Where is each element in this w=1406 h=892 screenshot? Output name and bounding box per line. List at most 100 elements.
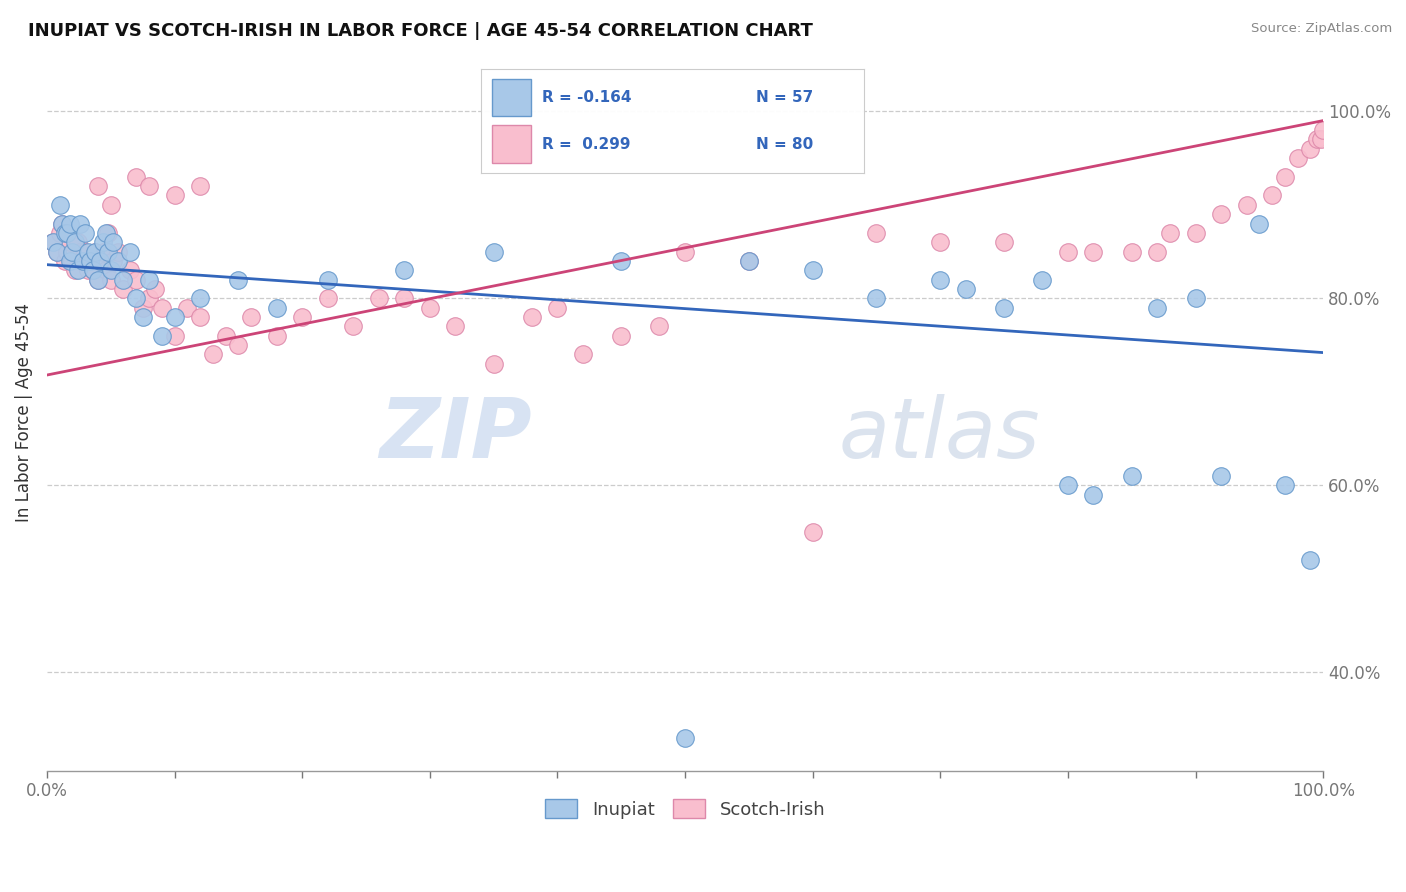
Point [1274,478,1296,492]
Point [69,217,91,231]
Point [131,310,153,324]
Point [75,244,97,259]
Point [59,235,82,250]
Point [53,226,76,240]
Point [118,244,141,259]
Point [82,263,104,277]
Point [53,254,76,268]
Point [955,282,977,296]
Point [419,301,441,315]
Point [125,291,148,305]
Point [72,254,94,268]
Point [316,272,339,286]
Point [107,254,129,268]
Point [100,198,122,212]
Point [1209,469,1232,483]
Point [100,263,122,277]
Point [1121,469,1143,483]
Text: ZIP: ZIP [380,394,531,475]
Point [266,301,288,315]
Point [291,310,314,324]
Point [394,263,416,277]
Point [56,226,79,240]
Point [738,254,761,268]
Point [163,328,186,343]
Point [56,244,79,259]
Point [1261,188,1284,202]
Point [163,310,186,324]
Point [59,217,82,231]
Point [42,235,65,250]
Point [138,272,160,286]
Point [1184,291,1206,305]
Point [103,235,125,250]
Point [145,282,167,296]
Point [1083,488,1105,502]
Point [84,244,107,259]
Point [1286,151,1309,165]
Point [112,282,135,296]
Point [94,226,117,240]
Point [1236,198,1258,212]
Point [87,272,110,286]
Point [163,188,186,202]
Point [993,235,1015,250]
Point [66,235,89,250]
Point [51,217,73,231]
Point [188,179,211,194]
Point [228,338,250,352]
Point [1083,244,1105,259]
Point [79,254,101,268]
Point [188,291,211,305]
Point [482,357,505,371]
Point [188,310,211,324]
Point [42,235,65,250]
Point [87,179,110,194]
Point [1184,226,1206,240]
Point [801,263,824,277]
Text: Source: ZipAtlas.com: Source: ZipAtlas.com [1251,22,1392,36]
Point [1146,244,1168,259]
Point [316,291,339,305]
Point [48,226,70,240]
Point [1306,132,1329,146]
Point [1312,123,1334,137]
Point [520,310,543,324]
Point [367,291,389,305]
Point [87,272,110,286]
Point [125,169,148,184]
Point [89,254,111,268]
Point [91,244,114,259]
Point [572,347,595,361]
Point [63,235,86,250]
Point [1159,226,1181,240]
Point [107,244,129,259]
Point [62,244,84,259]
Text: INUPIAT VS SCOTCH-IRISH IN LABOR FORCE | AGE 45-54 CORRELATION CHART: INUPIAT VS SCOTCH-IRISH IN LABOR FORCE |… [28,22,813,40]
Point [97,226,120,240]
Point [482,244,505,259]
Point [865,226,887,240]
Point [138,179,160,194]
Point [546,301,568,315]
Point [266,328,288,343]
Point [150,301,173,315]
Point [1299,553,1322,567]
Point [62,254,84,268]
Point [1057,478,1080,492]
Point [610,254,633,268]
Point [150,328,173,343]
Point [94,263,117,277]
Point [125,272,148,286]
Point [738,254,761,268]
Point [84,244,107,259]
Point [89,254,111,268]
Point [610,328,633,343]
Point [112,272,135,286]
Point [1274,169,1296,184]
Point [228,272,250,286]
Point [673,731,696,745]
Point [103,254,125,268]
Point [75,226,97,240]
Point [929,235,952,250]
